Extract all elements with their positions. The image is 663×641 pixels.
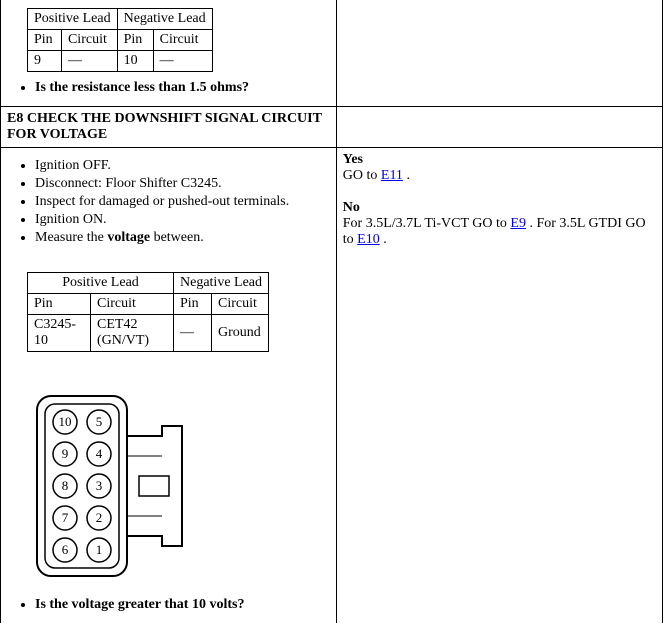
list-item: Ignition ON. — [35, 212, 330, 228]
table-subheader: Pin — [174, 294, 212, 315]
step-e8-right: Yes GO to E11 . No For 3.5L/3.7L Ti-VCT … — [336, 148, 662, 624]
table-subheader: Pin — [117, 30, 153, 51]
no-instruction: For 3.5L/3.7L Ti-VCT GO to E9 . For 3.5L… — [343, 216, 656, 248]
link-e10[interactable]: E10 — [357, 232, 380, 247]
step-e7-left: Positive Lead Negative Lead Pin Circuit … — [1, 0, 337, 107]
table-subheader: Circuit — [153, 30, 212, 51]
svg-text:3: 3 — [96, 478, 103, 493]
table-subheader: Pin — [28, 294, 91, 315]
table-header: Positive Lead — [28, 9, 118, 30]
no-label: No — [343, 200, 656, 216]
table-cell: 9 — [28, 51, 62, 72]
link-e9[interactable]: E9 — [510, 216, 526, 231]
svg-text:4: 4 — [96, 446, 103, 461]
table-cell: — — [153, 51, 212, 72]
e7-lead-table: Positive Lead Negative Lead Pin Circuit … — [27, 8, 213, 72]
svg-text:6: 6 — [62, 542, 69, 557]
svg-text:2: 2 — [96, 510, 103, 525]
table-subheader: Circuit — [91, 294, 174, 315]
e8-instructions: Ignition OFF. Disconnect: Floor Shifter … — [7, 158, 330, 246]
e7-question: Is the resistance less than 1.5 ohms? — [35, 80, 330, 96]
link-e11[interactable]: E11 — [381, 168, 403, 183]
list-item: Measure the voltage between. — [35, 230, 330, 246]
table-cell: Ground — [212, 315, 269, 352]
table-cell: 10 — [117, 51, 153, 72]
svg-text:5: 5 — [96, 414, 103, 429]
list-item: Inspect for damaged or pushed-out termin… — [35, 194, 330, 210]
table-cell: CET42 (GN/VT) — [91, 315, 174, 352]
table-subheader: Circuit — [212, 294, 269, 315]
table-subheader: Circuit — [61, 30, 117, 51]
list-item: Ignition OFF. — [35, 158, 330, 174]
svg-text:9: 9 — [62, 446, 69, 461]
e8-question: Is the voltage greater that 10 volts? — [35, 597, 330, 613]
step-e7-right — [336, 0, 662, 107]
svg-text:1: 1 — [96, 542, 103, 557]
table-cell: — — [61, 51, 117, 72]
table-header: Negative Lead — [117, 9, 212, 30]
table-header: Negative Lead — [174, 273, 269, 294]
svg-text:10: 10 — [59, 414, 72, 429]
e8-lead-table: Positive Lead Negative Lead Pin Circuit … — [27, 272, 269, 352]
yes-label: Yes — [343, 152, 656, 168]
connector-diagram: 10 5 9 4 8 3 7 2 6 1 — [27, 386, 330, 591]
table-header: Positive Lead — [28, 273, 174, 294]
step-e8-header-right — [336, 107, 662, 148]
list-item: Disconnect: Floor Shifter C3245. — [35, 176, 330, 192]
svg-text:7: 7 — [62, 510, 69, 525]
step-e8-header: E8 CHECK THE DOWNSHIFT SIGNAL CIRCUIT FO… — [1, 107, 337, 148]
svg-text:8: 8 — [62, 478, 69, 493]
table-subheader: Pin — [28, 30, 62, 51]
step-e8-left: Ignition OFF. Disconnect: Floor Shifter … — [1, 148, 337, 624]
table-cell: — — [174, 315, 212, 352]
table-cell: C3245-10 — [28, 315, 91, 352]
yes-instruction: GO to E11 . — [343, 168, 656, 184]
diagnostic-table: Positive Lead Negative Lead Pin Circuit … — [0, 0, 663, 623]
